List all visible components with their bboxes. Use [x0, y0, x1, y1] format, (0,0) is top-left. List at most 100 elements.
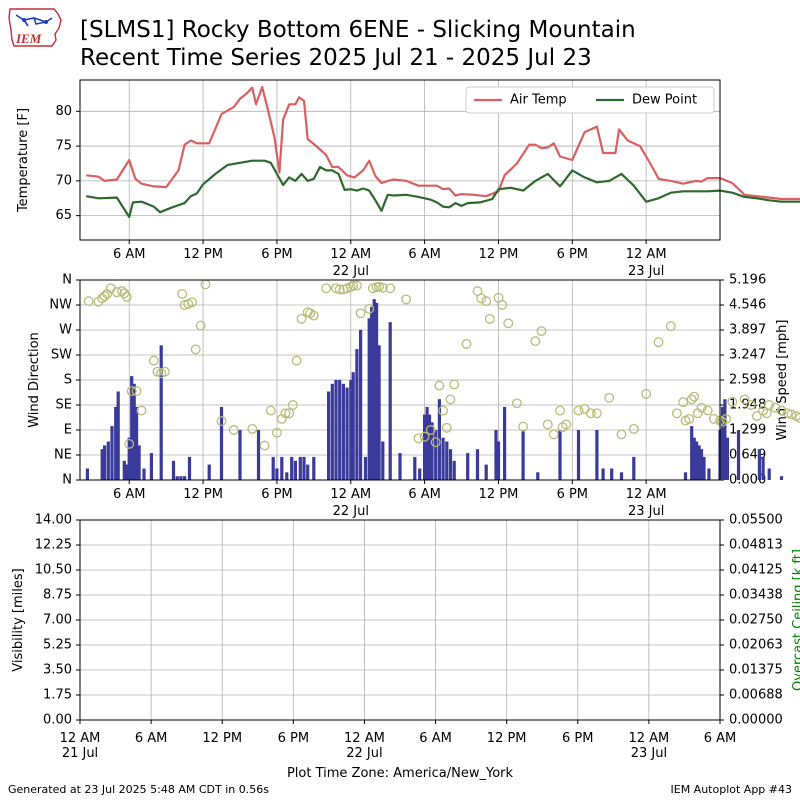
wind-speed-bar — [110, 426, 114, 480]
wind-xtick-label: 6 PM — [557, 487, 588, 502]
wind-direction-point — [111, 287, 122, 298]
temp-xtick-label: 6 PM — [261, 247, 292, 262]
wind-speed-bar — [434, 430, 438, 480]
wind-speed-bar — [135, 406, 139, 480]
wind-speed-bar — [521, 430, 525, 480]
temp-xtick-date: 23 Jul — [628, 264, 664, 279]
wind-direction-point — [536, 326, 547, 337]
wind-direction-point — [425, 425, 436, 435]
wind-speed-bar — [496, 441, 501, 480]
wind-xtick-date: 22 Jul — [333, 504, 369, 519]
vis-tick-label: 14.00 — [35, 513, 72, 528]
wind-speed-bar — [720, 406, 725, 480]
wind-direction-point — [190, 344, 201, 355]
wind-direction-point — [148, 355, 159, 366]
wind-direction-point — [296, 313, 307, 324]
wind-speed-bar — [494, 430, 498, 480]
wind-speed-bar — [558, 430, 562, 480]
wind-dir-tick-label: W — [59, 323, 72, 338]
wind-speed-bar — [445, 441, 449, 480]
wind-speed-bar — [619, 472, 624, 480]
temp-axes-frame — [79, 79, 721, 241]
vis-tick-label: 8.75 — [43, 588, 72, 603]
wind-speed-bar — [280, 456, 284, 480]
wind-speed-bar — [271, 456, 275, 480]
vis-xtick-label: 6 AM — [704, 731, 737, 746]
wind-direction-point — [449, 379, 460, 390]
wind-speed-bar — [175, 476, 179, 480]
wind-direction-point — [751, 411, 762, 422]
wind-speed-bar — [171, 460, 176, 480]
temp-xtick-label: 12 AM — [330, 247, 371, 262]
wind-direction-point — [136, 405, 147, 416]
wind-speed-bar — [85, 468, 89, 480]
ceiling-tick-label: 0.00000 — [729, 713, 783, 728]
wind-speed-bar — [725, 437, 729, 480]
ceiling-tick-label: 0.05500 — [729, 513, 783, 528]
wind-speed-bar — [219, 406, 224, 480]
wind-speed-bar — [377, 345, 381, 480]
temp-xtick-label: 12 PM — [479, 247, 519, 262]
footer-app-id: IEM Autoplot App #43 — [670, 783, 793, 796]
wind-direction-point — [628, 423, 639, 434]
legend-label-air-temp: Air Temp — [510, 93, 567, 108]
wind-direction-point — [430, 437, 441, 448]
wind-speed-bar — [466, 453, 470, 480]
wind-direction-point — [745, 400, 756, 410]
wind-direction-point — [83, 296, 94, 307]
wind-direction-point — [348, 280, 359, 291]
temp-xtick-label: 6 AM — [113, 247, 146, 262]
vis-tick-label: 0.00 — [43, 713, 72, 728]
wind-speed-tick-label: 3.897 — [729, 323, 766, 338]
footer-generated: Generated at 23 Jul 2025 5:48 AM CDT in … — [8, 783, 269, 796]
wind-direction-point — [739, 394, 750, 405]
temp-ytick-label: 70 — [55, 173, 72, 188]
visibility-axis-title: Visibility [miles] — [11, 568, 26, 671]
ceiling-tick-label: 0.02063 — [729, 638, 783, 653]
wind-xtick-label: 12 PM — [183, 487, 223, 502]
wind-speed-bar — [302, 456, 306, 480]
wind-direction-point — [653, 337, 664, 348]
wind-direction-point — [377, 282, 388, 293]
wind-direction-point — [259, 440, 270, 451]
vis-axes-frame — [79, 519, 721, 721]
wind-direction-point — [438, 405, 449, 416]
wind-direction-point — [308, 310, 319, 321]
wind-dir-tick-label: N — [62, 273, 72, 288]
wind-xtick-label: 6 AM — [113, 487, 146, 502]
wind-direction-point — [518, 421, 529, 432]
iem-logo: IEM — [8, 8, 62, 47]
wind-speed-bar — [256, 430, 261, 480]
wind-speed-bar — [132, 383, 136, 480]
wind-speed-bar — [122, 460, 126, 480]
wind-speed-bar — [372, 299, 376, 480]
wind-dir-tick-label: S — [64, 373, 72, 388]
wind-xtick-label: 6 PM — [261, 487, 292, 502]
temp-legend: Air Temp Dew Point — [465, 86, 715, 114]
wind-direction-point — [573, 405, 584, 416]
wind-direction-point — [99, 291, 110, 302]
wind-direction-point — [561, 419, 572, 430]
vis-xtick-label: 12 AM — [628, 731, 669, 746]
wind-direction-point — [604, 392, 615, 403]
vis-tick-label: 12.25 — [35, 538, 72, 553]
vis-tick-label: 3.50 — [43, 663, 72, 678]
wind-direction-point — [689, 391, 700, 402]
wind-speed-bar — [127, 437, 131, 480]
wind-direction-point — [131, 386, 142, 397]
wind-dir-tick-label: NW — [49, 298, 72, 313]
ceiling-tick-label: 0.00688 — [729, 688, 783, 703]
wind-speed-bar — [503, 406, 507, 480]
vis-tick-label: 10.50 — [35, 563, 72, 578]
wind-speed-bar — [723, 399, 727, 480]
wind-dir-tick-label: E — [64, 423, 72, 438]
temp-xtick-label: 12 AM — [626, 247, 667, 262]
air-temp-line — [86, 85, 800, 201]
temp-xtick-label: 6 AM — [408, 247, 441, 262]
wind-speed-bar — [345, 387, 349, 480]
wind-direction-point — [116, 286, 127, 297]
wind-direction-point — [497, 300, 508, 310]
wind-direction-point — [216, 416, 227, 427]
wind-direction-point — [265, 405, 276, 416]
wind-axes-frame — [79, 279, 721, 481]
